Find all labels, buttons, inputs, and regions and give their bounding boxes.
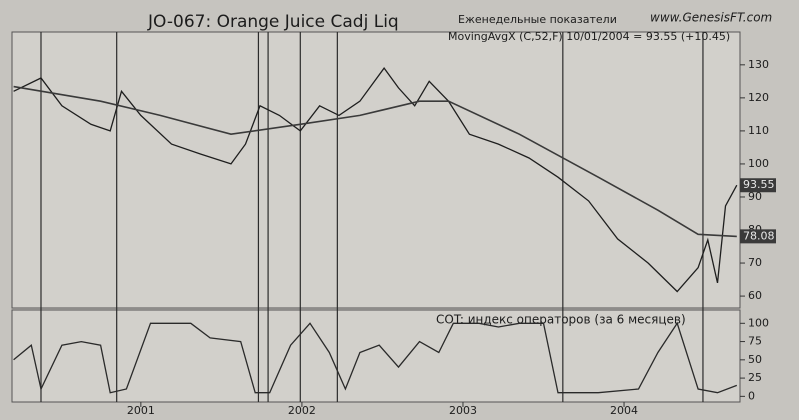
panel-title: COT: индекс операторов (за 6 месяцев) (436, 313, 686, 327)
x-tick-label: 2004 (610, 404, 638, 417)
series-line (13, 321, 738, 394)
y-tick-label: 90 (748, 190, 762, 203)
y-tick-label: 75 (748, 335, 762, 348)
series-line (13, 66, 738, 293)
price-tag-label: 93.55 (743, 178, 775, 191)
chart-title: JO-067: Orange Juice Cadj Liq (147, 12, 399, 32)
y-tick-label: 100 (748, 157, 769, 170)
price-tag (740, 229, 776, 244)
x-tick-label: 2003 (449, 404, 477, 417)
price-tag-label: 78.08 (743, 229, 775, 242)
chart-subtitle: Еженедельные показатели (458, 13, 617, 26)
x-tick-label: 2001 (127, 404, 155, 417)
series-line (13, 85, 737, 238)
y-tick-label: 0 (748, 389, 755, 402)
y-tick-label: 120 (748, 91, 769, 104)
x-tick-label: 2002 (288, 404, 316, 417)
price-tag (740, 178, 776, 193)
y-tick-label: 70 (748, 256, 762, 269)
y-tick-label: 50 (748, 353, 762, 366)
y-tick-label: 130 (748, 58, 769, 71)
price-panel (11, 31, 741, 309)
y-tick-label: 25 (748, 371, 762, 384)
cot-panel (11, 309, 741, 403)
y-tick-label: 60 (748, 289, 762, 302)
annotation: MovingAvgX (C,52,F) 10/01/2004 = 93.55 (… (448, 30, 730, 43)
y-tick-label: 100 (748, 316, 769, 329)
y-tick-label: 110 (748, 124, 769, 137)
source: www.GenesisFT.com (650, 11, 772, 25)
